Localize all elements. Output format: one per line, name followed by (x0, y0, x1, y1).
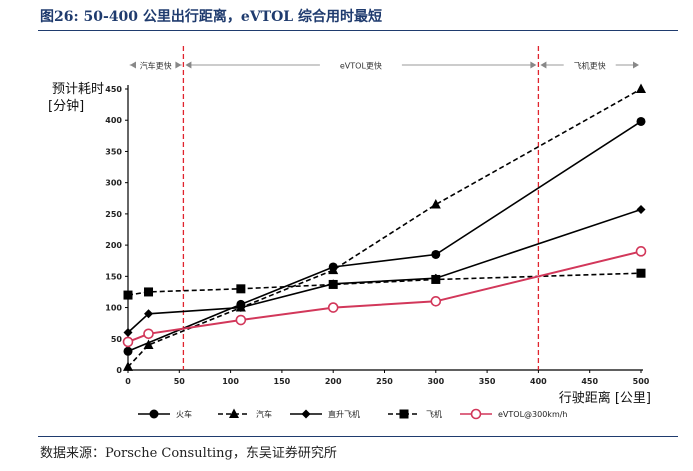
legend-marker-5 (470, 408, 482, 420)
series-5-point (122, 336, 134, 348)
y-tick-label: 200 (105, 241, 122, 250)
series-4-point (236, 284, 246, 294)
legend-marker-3 (301, 409, 311, 419)
x-tick-label: 350 (479, 377, 496, 386)
y-axis-label: 预计耗时 (52, 82, 104, 97)
series-3-point (123, 328, 133, 338)
series-3-point (636, 205, 646, 215)
zone-label: 汽车更快 (140, 61, 172, 71)
series-2-point (143, 339, 154, 350)
y-tick-label: 400 (105, 116, 122, 125)
series-1-point (636, 116, 646, 126)
x-tick-label: 50 (174, 377, 186, 386)
x-axis-label: 行驶距离 [公里] (559, 390, 651, 406)
series-5-point (143, 328, 154, 340)
y-tick-label: 100 (105, 304, 122, 313)
legend-label-2: 汽车 (256, 409, 272, 419)
series-line-4 (127, 272, 642, 296)
x-tick-label: 400 (530, 377, 547, 386)
x-tick-label: 0 (125, 377, 131, 386)
x-tick-label: 150 (274, 377, 291, 386)
series-2-point (430, 199, 441, 209)
y-tick-label: 0 (116, 366, 122, 375)
x-tick-label: 300 (427, 377, 444, 386)
series-1-point (123, 346, 133, 356)
zone-arrow-head (530, 61, 537, 69)
series-5-point (635, 246, 647, 257)
series-4-point (328, 279, 338, 289)
series-4-point (123, 290, 133, 300)
zone-arrow-head (175, 61, 182, 69)
y-axis-unit: [分钟] (48, 98, 84, 114)
legend-marker-1 (149, 409, 159, 419)
series-5-point (430, 296, 442, 307)
zone-label: 飞机更快 (574, 61, 606, 71)
figure-title: 图26: 50-400 公里出行距离，eVTOL 综合用时最短 (40, 9, 383, 25)
series-3-point (144, 309, 154, 319)
y-tick-label: 250 (105, 210, 122, 219)
y-tick-label: 50 (111, 335, 123, 344)
legend-label-4: 飞机 (426, 409, 442, 419)
source-note: 数据来源：Porsche Consulting，东吴证券研究所 (40, 446, 337, 461)
y-tick-label: 450 (105, 85, 122, 94)
x-tick-label: 250 (376, 377, 393, 386)
zone-label: eVTOL更快 (340, 61, 382, 71)
series-2-point (123, 361, 133, 371)
y-tick-label: 150 (105, 272, 122, 281)
source-rule (38, 436, 678, 437)
y-tick-label: 300 (105, 179, 122, 188)
x-tick-label: 450 (581, 377, 598, 386)
legend-label-1: 火车 (176, 409, 192, 419)
legend-marker-2 (229, 408, 239, 418)
series-5-point (327, 302, 339, 313)
legend-marker-4 (399, 409, 409, 419)
x-tick-label: 100 (222, 377, 239, 386)
zone-arrow-head (633, 61, 639, 69)
series-4-point (144, 287, 154, 297)
series-1-point (431, 249, 441, 259)
series-line-3 (127, 208, 642, 334)
series-2-point (328, 264, 339, 275)
series-4-point (431, 274, 441, 284)
series-4-point (636, 268, 646, 278)
legend-label-3: 直升飞机 (328, 409, 360, 419)
title-rule (38, 30, 678, 31)
zone-arrow-head (185, 61, 192, 69)
x-tick-label: 500 (633, 377, 650, 386)
series-line-5 (127, 250, 642, 343)
series-3-point (236, 303, 246, 313)
y-tick-label: 350 (105, 147, 122, 156)
series-5-point (235, 314, 247, 326)
series-2-point (636, 83, 646, 93)
legend-label-5: eVTOL@300km/h (498, 410, 568, 419)
zone-arrow-head (130, 61, 136, 69)
x-tick-label: 200 (325, 377, 342, 386)
zone-arrow-head (540, 61, 547, 69)
